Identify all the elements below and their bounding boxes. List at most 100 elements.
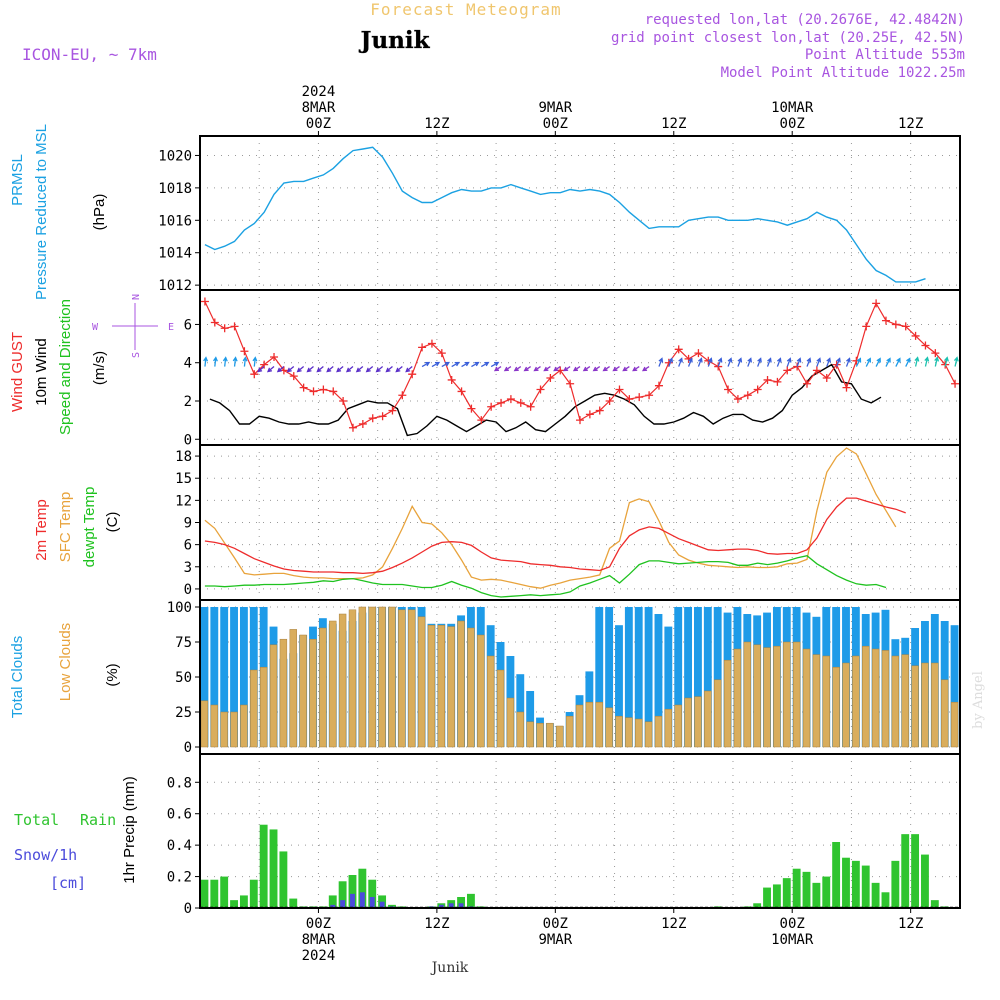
gust-marker [881, 316, 890, 325]
low-cloud-bar [279, 638, 288, 748]
time-label-top: 00Z [306, 116, 331, 132]
wind-direction-arrow [697, 357, 703, 367]
total-cloud-bar [200, 607, 209, 747]
low-cloud-bar [368, 606, 376, 748]
wind-direction-arrow [796, 357, 802, 367]
y-tick-label: 6 [184, 538, 192, 554]
wind-line [209, 363, 882, 437]
low-cloud-bar [358, 606, 367, 748]
wind-direction-arrow [747, 357, 752, 367]
y-tick-label: 0.6 [167, 807, 192, 823]
low-cloud-bar [605, 707, 613, 748]
location-title: Junik [359, 27, 431, 54]
gust-marker [348, 423, 357, 432]
wind-direction-arrow [355, 366, 364, 373]
gust-marker [615, 385, 624, 394]
rain-bar [230, 900, 238, 908]
rain-bar [772, 884, 781, 908]
gust-marker [378, 412, 387, 421]
wind-direction-arrow [365, 366, 374, 373]
rain-bar [930, 900, 939, 908]
low-cloud-bar [388, 606, 396, 748]
gust-marker [822, 374, 831, 383]
rain-bar [338, 881, 347, 908]
wind-direction-arrow [865, 357, 872, 367]
y-tick-label: 25 [175, 705, 192, 721]
gust-marker [447, 375, 456, 384]
total-rain-label-1: Total [14, 811, 59, 829]
rain-bar [812, 882, 821, 908]
pressure-label-1: PRMSL [9, 154, 26, 206]
gust-marker [408, 370, 417, 379]
wind-direction-arrow [905, 357, 911, 367]
low-cloud-bar [309, 638, 317, 748]
wind-label: 10m Wind [33, 338, 50, 406]
total-cloud-bar [961, 628, 969, 747]
rain-bar [259, 824, 268, 908]
low-cloud-bar [299, 634, 307, 748]
low-cloud-bar [694, 696, 702, 748]
y-tick-label: 9 [184, 516, 192, 532]
gust-marker [437, 349, 446, 358]
low-cloud-bar [941, 679, 949, 748]
time-label-bottom: 12Z [898, 916, 923, 932]
precip-bars [200, 824, 960, 908]
rain-bar [792, 868, 801, 908]
low-cloud-bar [447, 626, 455, 748]
grid-layer [200, 136, 960, 909]
wind-direction-arrow [543, 366, 551, 372]
gust-marker [339, 396, 348, 405]
low-cloud-bar [496, 669, 505, 748]
gust-marker [753, 385, 762, 394]
temp-2m-label: 2m Temp [33, 499, 50, 560]
low-cloud-bar [427, 624, 436, 748]
temp-unit: (C) [104, 512, 121, 533]
temp-2m-line [204, 497, 906, 575]
wind-direction-arrow [776, 357, 782, 367]
rain-bar [763, 887, 771, 908]
gust-marker [931, 349, 940, 358]
requested-coords: requested lon,lat (20.2676E, 42.4842N) [645, 12, 965, 28]
low-cloud-bar [220, 711, 228, 748]
snow-unit-label: [cm] [50, 874, 86, 892]
low-cloud-bar [871, 648, 880, 748]
wind-direction-arrow [252, 356, 258, 367]
low-cloud-bar [506, 697, 515, 748]
wind-direction-arrow [276, 366, 285, 373]
rain-bar [782, 878, 791, 908]
grid-point-coords: grid point closest lon,lat (20.25E, 42.5… [611, 30, 965, 46]
wind-direction-arrow [895, 357, 901, 367]
time-label-top: 10MAR [771, 100, 814, 116]
rain-bar [220, 876, 229, 908]
gust-marker [911, 331, 920, 340]
chart-title: Forecast Meteogram [370, 0, 561, 19]
wind-direction-arrow [944, 356, 949, 367]
y-tick-label: 100 [167, 600, 192, 616]
total-cloud-bar [634, 607, 643, 747]
gust-marker [487, 402, 496, 411]
gust-marker [270, 352, 279, 361]
total-cloud-bar [713, 607, 722, 747]
low-cloud-bar [516, 711, 524, 748]
gust-marker [497, 398, 506, 407]
gust-marker [654, 381, 663, 390]
snow-bar [379, 901, 385, 908]
wind-direction-arrow [441, 361, 450, 368]
temp-series [204, 447, 906, 598]
wind-direction-arrow [658, 357, 664, 367]
low-cloud-bar [259, 666, 268, 748]
gust-marker [605, 396, 614, 405]
wind-direction-arrow [687, 357, 693, 367]
low-cloud-bar [961, 725, 968, 747]
snow-bar [369, 897, 375, 908]
time-label-top: 12Z [661, 116, 686, 132]
snow-bar [438, 904, 444, 908]
time-label-top: 12Z [424, 116, 449, 132]
gust-marker [319, 385, 328, 394]
gust-marker [289, 372, 298, 381]
rain-bar [911, 834, 920, 908]
wind-direction-arrow [480, 361, 490, 368]
precip-unit: 1hr Precip (mm) [121, 776, 138, 884]
gust-marker [585, 410, 594, 419]
low-cloud-bar [477, 634, 485, 748]
